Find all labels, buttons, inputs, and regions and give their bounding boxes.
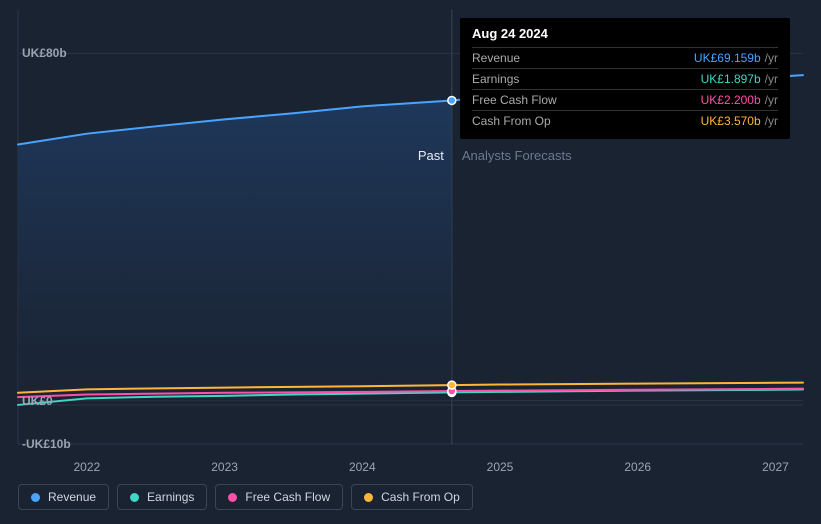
tooltip-row: Revenue UK£69.159b/yr bbox=[472, 47, 778, 68]
revenue-marker bbox=[448, 96, 456, 104]
legend-item-label: Earnings bbox=[147, 490, 194, 504]
x-tick-label: 2025 bbox=[487, 460, 514, 474]
tooltip-row: Free Cash Flow UK£2.200b/yr bbox=[472, 89, 778, 110]
legend-item-fcf[interactable]: Free Cash Flow bbox=[215, 484, 343, 510]
x-tick-label: 2026 bbox=[624, 460, 651, 474]
tooltip-row: Cash From Op UK£3.570b/yr bbox=[472, 110, 778, 131]
forecast-section-label: Analysts Forecasts bbox=[462, 148, 572, 163]
tooltip-row-value: UK£69.159b bbox=[694, 51, 761, 65]
legend-dot-icon bbox=[364, 493, 373, 502]
legend-item-label: Cash From Op bbox=[381, 490, 460, 504]
x-tick-label: 2027 bbox=[762, 460, 789, 474]
financials-chart: UK£80b UK£0 -UK£10b 2022 2023 2024 2025 2026 20… bbox=[0, 0, 821, 524]
legend-item-label: Free Cash Flow bbox=[245, 490, 330, 504]
x-tick-label: 2022 bbox=[74, 460, 101, 474]
tooltip-row-unit: /yr bbox=[765, 51, 778, 65]
legend-dot-icon bbox=[228, 493, 237, 502]
y-tick-label: UK£0 bbox=[22, 394, 53, 408]
legend-item-cfo[interactable]: Cash From Op bbox=[351, 484, 473, 510]
legend-dot-icon bbox=[130, 493, 139, 502]
chart-legend: Revenue Earnings Free Cash Flow Cash From O… bbox=[18, 484, 473, 510]
legend-item-label: Revenue bbox=[48, 490, 96, 504]
tooltip-row-label: Cash From Op bbox=[472, 114, 551, 128]
tooltip-date: Aug 24 2024 bbox=[472, 26, 778, 47]
cfo-marker bbox=[448, 381, 456, 389]
legend-item-revenue[interactable]: Revenue bbox=[18, 484, 109, 510]
tooltip-row: Earnings UK£1.897b/yr bbox=[472, 68, 778, 89]
tooltip-row-label: Earnings bbox=[472, 72, 519, 86]
legend-dot-icon bbox=[31, 493, 40, 502]
tooltip-row-unit: /yr bbox=[765, 72, 778, 86]
tooltip-row-unit: /yr bbox=[765, 114, 778, 128]
legend-item-earnings[interactable]: Earnings bbox=[117, 484, 207, 510]
x-tick-label: 2024 bbox=[349, 460, 376, 474]
tooltip-row-unit: /yr bbox=[765, 93, 778, 107]
past-section-label: Past bbox=[418, 148, 444, 163]
tooltip-row-value: UK£2.200b bbox=[701, 93, 761, 107]
revenue-past-area bbox=[18, 100, 452, 400]
tooltip-row-label: Revenue bbox=[472, 51, 520, 65]
y-tick-label: -UK£10b bbox=[22, 437, 71, 451]
tooltip-row-label: Free Cash Flow bbox=[472, 93, 557, 107]
y-tick-label: UK£80b bbox=[22, 46, 67, 60]
tooltip-row-value: UK£3.570b bbox=[701, 114, 761, 128]
x-tick-label: 2023 bbox=[211, 460, 238, 474]
chart-tooltip: Aug 24 2024 RevenueUK£69.159b/yrEarnings… bbox=[460, 18, 790, 139]
tooltip-row-value: UK£1.897b bbox=[701, 72, 761, 86]
